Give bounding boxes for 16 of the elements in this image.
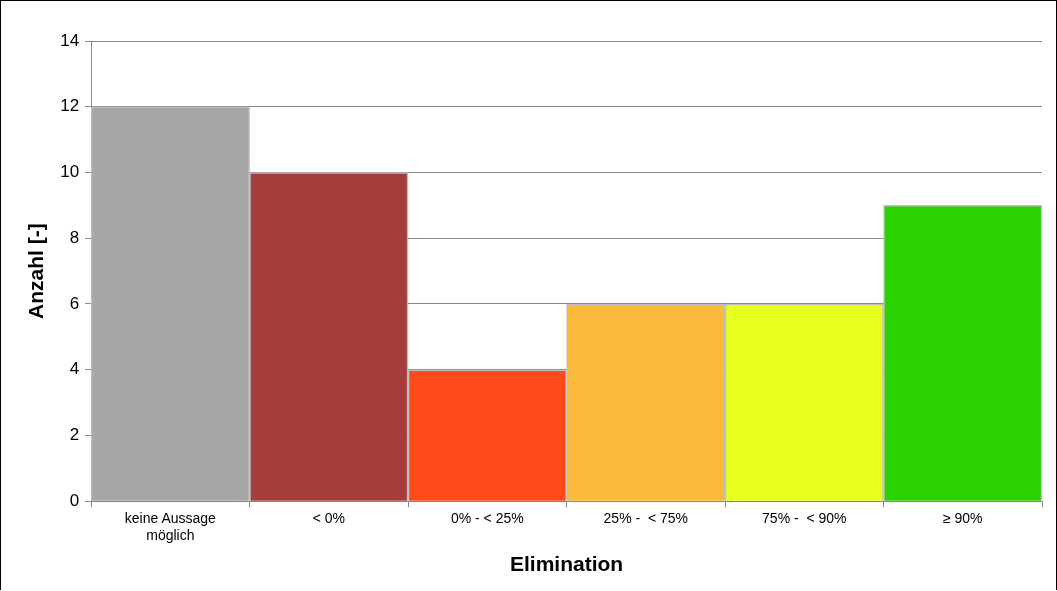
x-tick-label: 25% - < 75% — [603, 510, 689, 527]
y-tick-label: 4 — [69, 359, 80, 379]
x-tick-label: < 0% — [312, 510, 345, 527]
x-tick-label: 75% - < 90% — [762, 510, 847, 527]
y-tick-label: 0 — [69, 490, 80, 510]
y-tick-label: 8 — [69, 227, 80, 247]
y-tick-label: 6 — [69, 293, 80, 313]
y-tick-label: 12 — [60, 96, 80, 116]
x-tick-label: 0% - < 25% — [450, 510, 524, 527]
x-tick-label: ≥ 90% — [942, 510, 983, 527]
y-tick-label: 10 — [60, 162, 80, 182]
y-axis-title: Anzahl [-] — [24, 223, 48, 319]
y-tick-label: 14 — [60, 30, 80, 50]
y-tick-label: 2 — [69, 425, 80, 445]
x-axis-title: Elimination — [509, 552, 624, 576]
x-tick-label: keine Aussage möglich — [124, 510, 217, 544]
